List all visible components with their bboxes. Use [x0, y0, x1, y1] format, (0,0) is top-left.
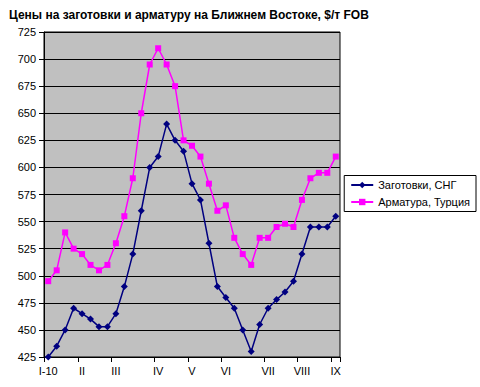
svg-text:675: 675: [18, 80, 36, 92]
svg-text:I-10: I-10: [39, 365, 58, 377]
svg-text:525: 525: [18, 243, 36, 255]
svg-text:V: V: [188, 365, 196, 377]
svg-text:600: 600: [18, 161, 36, 173]
svg-text:475: 475: [18, 297, 36, 309]
svg-text:725: 725: [18, 26, 36, 38]
svg-text:II: II: [79, 365, 85, 377]
svg-text:Цены на заготовки и арматуру н: Цены на заготовки и арматуру на Ближнем …: [9, 8, 369, 22]
svg-text:550: 550: [18, 216, 36, 228]
svg-text:VII: VII: [261, 365, 274, 377]
svg-text:425: 425: [18, 351, 36, 363]
svg-text:IV: IV: [153, 365, 164, 377]
svg-text:IX: IX: [331, 365, 342, 377]
svg-text:Заготовки, СНГ: Заготовки, СНГ: [378, 179, 456, 191]
svg-text:625: 625: [18, 134, 36, 146]
svg-text:650: 650: [18, 107, 36, 119]
svg-text:III: III: [111, 365, 120, 377]
svg-text:VI: VI: [221, 365, 231, 377]
svg-text:Арматура, Турция: Арматура, Турция: [378, 196, 470, 208]
svg-text:VIII: VIII: [294, 365, 311, 377]
svg-text:500: 500: [18, 270, 36, 282]
svg-text:450: 450: [18, 324, 36, 336]
svg-text:700: 700: [18, 53, 36, 65]
svg-text:575: 575: [18, 189, 36, 201]
